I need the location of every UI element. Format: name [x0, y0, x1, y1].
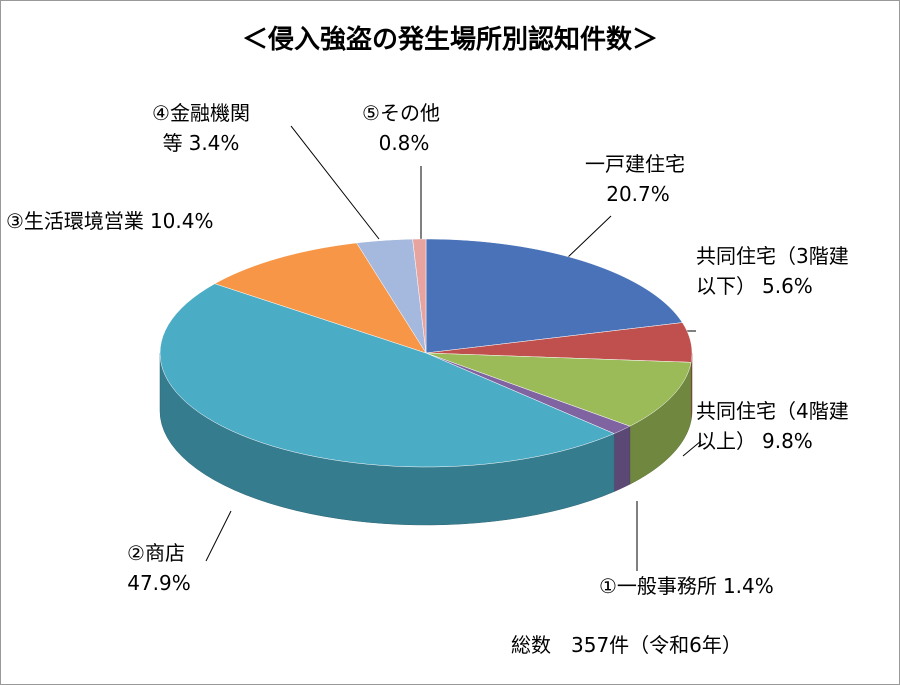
- slice-label: 共同住宅（4階建以上） 9.8%: [696, 396, 866, 456]
- value-label: 9.8%: [762, 429, 813, 453]
- category-label: 共同住宅（4階建以上）: [696, 399, 849, 453]
- leader-line: [682, 440, 702, 457]
- leader-lines: [205, 125, 702, 571]
- value-label: 10.4%: [149, 209, 214, 233]
- slice: [412, 238, 427, 354]
- value-label: 1.4%: [722, 574, 774, 598]
- slice-side: [613, 425, 631, 492]
- slice: [425, 238, 683, 354]
- category-label: 共同住宅（3階建以下）: [696, 244, 849, 298]
- slice-label: ④金融機関等 3.4%: [146, 98, 256, 158]
- leader-line: [205, 510, 232, 562]
- category-label: ③生活環境営業: [6, 209, 144, 233]
- slice-label: ⑤その他 0.8%: [346, 98, 456, 158]
- slice-label: ③生活環境営業 10.4%: [6, 206, 326, 236]
- note: 総数 357件（令和6年）: [511, 633, 742, 657]
- value-label: 3.4%: [188, 131, 240, 155]
- value-label: 5.6%: [762, 274, 813, 298]
- slice-label: 共同住宅（3階建以下） 5.6%: [696, 241, 866, 301]
- chart-title: ＜侵入強盗の発生場所別認知件数＞: [241, 25, 658, 55]
- slice: [159, 283, 615, 468]
- value-label: 47.9%: [127, 571, 191, 595]
- value-label: 0.8%: [378, 131, 430, 155]
- category-label: ②商店: [127, 541, 185, 565]
- slice: [356, 238, 427, 354]
- slice-label: ①一般事務所 1.4%: [599, 571, 859, 601]
- slice: [425, 352, 631, 434]
- slice: [425, 352, 692, 427]
- slice: [425, 322, 693, 363]
- category-label: 一戸建住宅: [585, 152, 685, 176]
- category-label: ①一般事務所: [599, 574, 717, 598]
- value-label: 20.7%: [606, 182, 670, 206]
- category-label: ④金融機関等: [152, 101, 250, 155]
- slice: [214, 242, 427, 354]
- category-label: ⑤その他: [362, 101, 440, 125]
- slice-tops: [159, 238, 693, 468]
- slice-label: 一戸建住宅 20.7%: [569, 149, 701, 209]
- leader-line: [565, 215, 612, 260]
- slice-label: ②商店 47.9%: [101, 538, 211, 598]
- leader-line: [290, 125, 380, 240]
